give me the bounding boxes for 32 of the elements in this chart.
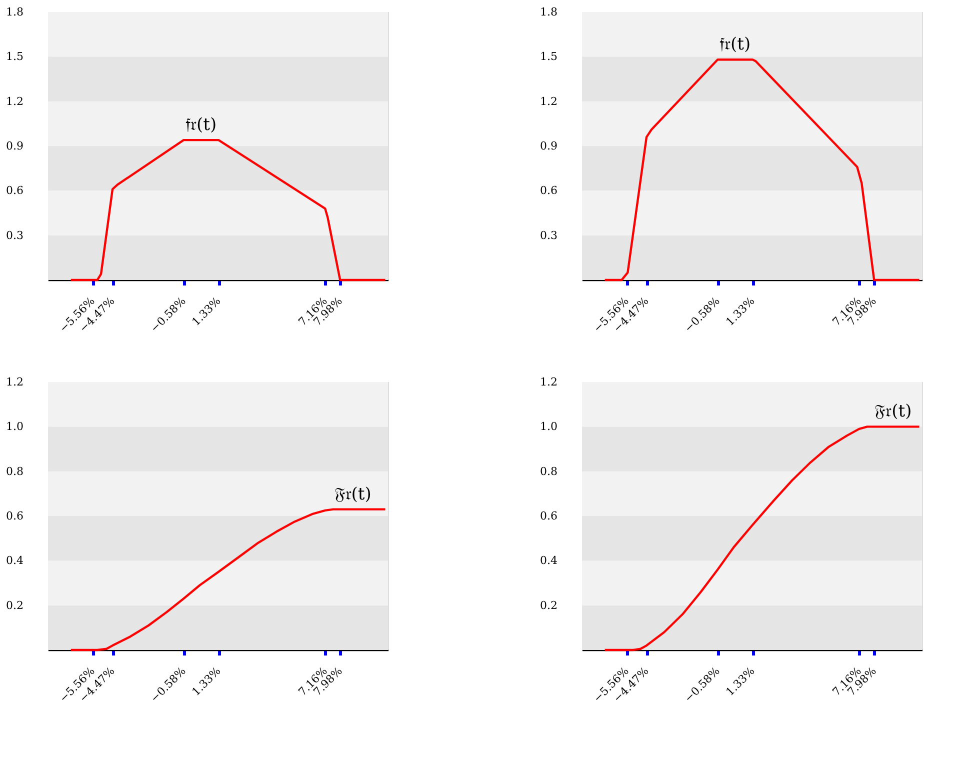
line-series bbox=[70, 138, 386, 282]
series-label: 𝔣𝔯(t) bbox=[720, 34, 751, 55]
y-tick-label: 0.9 bbox=[6, 140, 24, 152]
y-tick-label: 0.2 bbox=[540, 598, 558, 612]
line-series bbox=[70, 508, 386, 652]
y-tick-label: 0.8 bbox=[540, 464, 558, 478]
line-series bbox=[604, 58, 920, 282]
y-tick-label: 0.8 bbox=[6, 464, 24, 478]
y-tick-label: 1.2 bbox=[540, 376, 558, 388]
y-tick-label: 1.2 bbox=[6, 94, 24, 108]
y-tick-label: 1.2 bbox=[6, 376, 24, 388]
y-tick-label: 0.9 bbox=[540, 140, 558, 152]
y-tick-label: 1.8 bbox=[6, 6, 24, 18]
y-tick-label: 0.2 bbox=[6, 598, 24, 612]
y-tick-label: 0.4 bbox=[540, 554, 558, 568]
series-label: 𝔣𝔯(t) bbox=[186, 115, 217, 136]
y-tick-label: 0.6 bbox=[6, 510, 24, 522]
y-tick-label: 0.6 bbox=[6, 184, 24, 198]
y-tick-label: 0.6 bbox=[540, 510, 558, 522]
series-label: 𝔉𝔯(t) bbox=[334, 484, 372, 504]
y-tick-label: 1.0 bbox=[6, 420, 24, 434]
y-tick-label: 1.2 bbox=[540, 94, 558, 108]
y-tick-label: 1.5 bbox=[6, 50, 24, 64]
series-label: 𝔉𝔯(t) bbox=[874, 402, 912, 422]
y-tick-label: 1.0 bbox=[540, 420, 558, 434]
y-tick-label: 0.3 bbox=[540, 228, 558, 242]
line-series bbox=[604, 426, 920, 652]
y-tick-label: 0.6 bbox=[540, 184, 558, 198]
y-tick-label: 0.3 bbox=[6, 228, 24, 242]
y-tick-label: 1.5 bbox=[540, 50, 558, 64]
y-tick-label: 1.8 bbox=[540, 6, 558, 18]
y-tick-label: 0.4 bbox=[6, 554, 24, 568]
